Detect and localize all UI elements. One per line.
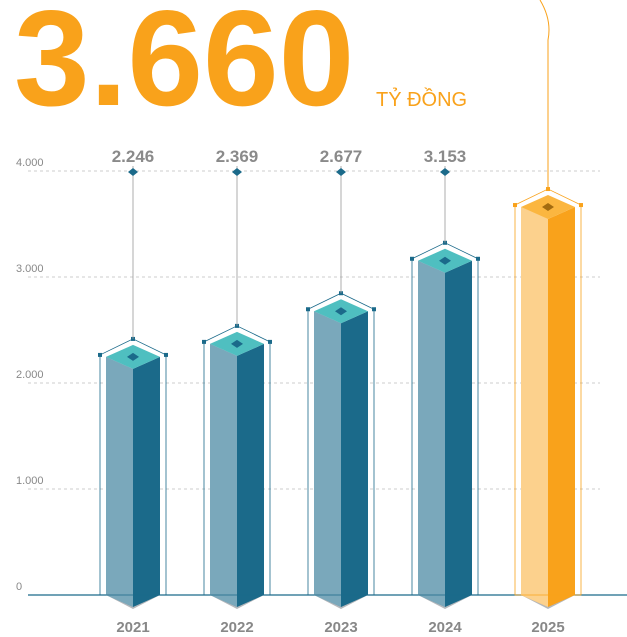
value-label: 2.369 [216, 147, 259, 166]
corner-dot [98, 352, 102, 357]
value-label: 3.153 [424, 147, 467, 166]
highlight-value: 3.660 [14, 0, 354, 134]
leader-marker [440, 168, 450, 176]
bar-left [314, 311, 341, 607]
leader-marker [336, 168, 346, 176]
corner-dot [476, 256, 480, 261]
x-tick-label: 2024 [428, 619, 462, 636]
bar-outline [203, 325, 271, 596]
corner-dot [513, 203, 517, 208]
leader-line [539, 0, 550, 190]
bar-left-tint [106, 356, 133, 607]
bar-group: 2025 [513, 0, 583, 636]
bar-group: 2.369 2022 [202, 147, 272, 636]
x-tick-label: 2025 [531, 619, 564, 636]
bar-outline [514, 188, 582, 596]
y-tick-label: 4.000 [16, 157, 44, 169]
bar-left-tint [521, 207, 548, 608]
y-tick-label: 2.000 [16, 369, 44, 381]
bar [341, 311, 368, 607]
y-tick-label: 1.000 [16, 475, 44, 487]
bar-top-marker [335, 307, 347, 316]
bar-left-tint [314, 311, 341, 607]
corner-dot [164, 352, 168, 357]
corner-dot [410, 256, 414, 261]
bar-group: 2.677 2023 [306, 147, 376, 636]
unit-label: TỶ ĐỒNG [376, 87, 467, 111]
bar-top-marker [542, 203, 554, 212]
corner-dot [306, 307, 310, 312]
bar-left-tint [210, 343, 237, 607]
bar-group: 3.153 2024 [410, 147, 480, 636]
x-tick-label: 2021 [116, 619, 149, 636]
y-tick-label: 0 [16, 581, 22, 593]
value-label: 2.246 [112, 147, 155, 166]
corner-dot [372, 307, 376, 312]
bar-top-marker [127, 352, 139, 361]
y-tick-label: 3.000 [16, 263, 44, 275]
bar-left-tint [418, 260, 445, 607]
x-tick-label: 2022 [220, 619, 253, 636]
bar-left [106, 356, 133, 607]
bar-outline [99, 338, 167, 596]
value-label: 2.677 [320, 147, 363, 166]
x-tick-label: 2023 [324, 619, 357, 636]
bar-left [418, 260, 445, 607]
bar [133, 356, 160, 607]
leader-marker [232, 168, 242, 176]
bar-outline [307, 292, 375, 596]
bar-left [210, 343, 237, 607]
leader-marker [128, 168, 138, 176]
bar-group: 2.246 2021 [98, 147, 168, 636]
corner-dot [579, 203, 583, 208]
bar [548, 207, 575, 608]
bar [445, 260, 472, 607]
bar-top-marker [231, 339, 243, 348]
bar [237, 343, 264, 607]
corner-dot [202, 339, 206, 344]
bar-outline [411, 242, 479, 596]
bar-top-marker [439, 256, 451, 265]
corner-dot [268, 339, 272, 344]
